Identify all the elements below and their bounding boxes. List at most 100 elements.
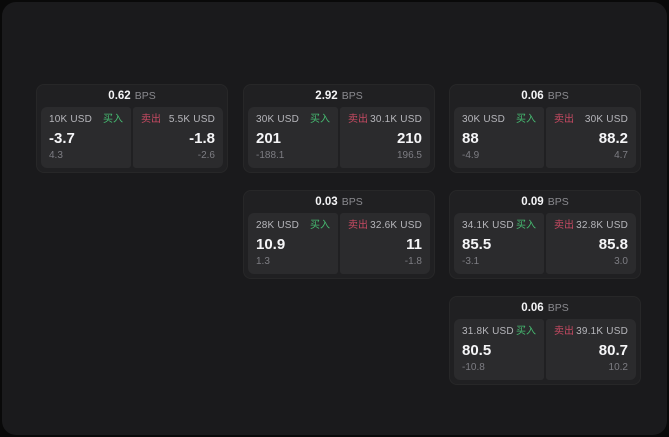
sell-panel-top: 卖出 32.6K USD [348,220,422,232]
sell-price: 11 [406,235,422,253]
sell-size: 39.1K USD [576,326,628,337]
bps-unit-label: BPS [547,196,569,208]
buy-panel[interactable]: 10K USD 买入 -3.7 4.3 [41,107,131,168]
bps-value: 0.03 [315,196,338,208]
bps-value: 0.09 [521,196,544,208]
bps-value: 0.62 [108,90,131,102]
sell-price: 80.7 [598,341,628,359]
sell-panel-top: 卖出 30.1K USD [348,114,422,126]
buy-side-label: 买入 [310,114,330,125]
bps-unit-label: BPS [341,196,363,208]
bps-value: 2.92 [315,90,338,102]
buy-panel-top: 31.8K USD 买入 [462,326,536,338]
buy-price: 88 [462,129,479,147]
buy-panel-top: 30K USD 买入 [256,114,330,126]
buy-price: -3.7 [49,129,75,147]
buy-panel[interactable]: 34.1K USD 买入 85.5 -3.1 [454,213,544,274]
buy-size: 31.8K USD [462,326,514,337]
bps-value: 0.06 [521,302,544,314]
quote-panels: 30K USD 买入 88 -4.9 卖出 30K USD 88.2 4.7 [454,107,636,168]
buy-panel[interactable]: 30K USD 买入 201 -188.1 [248,107,338,168]
bps-unit-label: BPS [547,302,569,314]
quote-card: 0.09 BPS 34.1K USD 买入 85.5 -3.1 卖出 32.8K… [449,190,641,279]
quote-panels: 34.1K USD 买入 85.5 -3.1 卖出 32.8K USD 85.8… [454,213,636,274]
buy-delta: 1.3 [256,256,270,267]
bps-unit-label: BPS [341,90,363,102]
buy-delta: -10.8 [462,362,485,373]
buy-panel-top: 34.1K USD 买入 [462,220,536,232]
sell-side-label: 卖出 [348,114,368,125]
buy-delta: -4.9 [462,150,480,161]
sell-delta: 3.0 [614,256,628,267]
sell-side-label: 卖出 [141,114,161,125]
buy-side-label: 买入 [310,220,330,231]
buy-side-label: 买入 [516,220,536,231]
sell-delta: 196.5 [396,150,422,161]
sell-panel-top: 卖出 39.1K USD [554,326,628,338]
sell-size: 30.1K USD [370,114,422,125]
bps-unit-label: BPS [134,90,156,102]
bps-value: 0.06 [521,90,544,102]
card-header: 0.06 BPS [454,85,636,107]
sell-price: -1.8 [189,129,215,147]
buy-size: 34.1K USD [462,220,514,231]
buy-panel[interactable]: 31.8K USD 买入 80.5 -10.8 [454,319,544,380]
quote-card: 0.06 BPS 31.8K USD 买入 80.5 -10.8 卖出 39.1… [449,296,641,385]
buy-panel-top: 28K USD 买入 [256,220,330,232]
buy-side-label: 买入 [103,114,123,125]
sell-panel-top: 卖出 32.8K USD [554,220,628,232]
sell-price: 88.2 [598,129,628,147]
buy-price: 85.5 [462,235,492,253]
buy-panel-top: 10K USD 买入 [49,114,123,126]
sell-panel[interactable]: 卖出 30K USD 88.2 4.7 [546,107,636,168]
buy-size: 28K USD [256,220,300,231]
card-header: 0.62 BPS [41,85,223,107]
buy-size: 30K USD [256,114,300,125]
card-header: 0.03 BPS [248,191,430,213]
sell-size: 32.8K USD [576,220,628,231]
sell-price: 210 [396,129,422,147]
buy-panel[interactable]: 30K USD 买入 88 -4.9 [454,107,544,168]
sell-side-label: 卖出 [348,220,368,231]
buy-panel[interactable]: 28K USD 买入 10.9 1.3 [248,213,338,274]
buy-price: 201 [256,129,282,147]
sell-side-label: 卖出 [554,326,574,337]
sell-panel[interactable]: 卖出 39.1K USD 80.7 10.2 [546,319,636,380]
quote-panels: 10K USD 买入 -3.7 4.3 卖出 5.5K USD -1.8 -2.… [41,107,223,168]
buy-delta: 4.3 [49,150,63,161]
sell-price: 85.8 [598,235,628,253]
sell-panel-top: 卖出 5.5K USD [141,114,215,126]
sell-side-label: 卖出 [554,114,574,125]
sell-size: 30K USD [584,114,628,125]
quote-panels: 31.8K USD 买入 80.5 -10.8 卖出 39.1K USD 80.… [454,319,636,380]
sell-delta: -2.6 [197,150,215,161]
buy-size: 10K USD [49,114,93,125]
sell-panel[interactable]: 卖出 5.5K USD -1.8 -2.6 [133,107,223,168]
card-header: 0.09 BPS [454,191,636,213]
quote-card: 0.06 BPS 30K USD 买入 88 -4.9 卖出 30K USD 8… [449,84,641,173]
sell-panel[interactable]: 卖出 32.8K USD 85.8 3.0 [546,213,636,274]
sell-size: 5.5K USD [168,114,215,125]
buy-panel-top: 30K USD 买入 [462,114,536,126]
card-header: 0.06 BPS [454,297,636,319]
sell-delta: 10.2 [608,362,628,373]
buy-price: 80.5 [462,341,492,359]
quote-card: 0.03 BPS 28K USD 买入 10.9 1.3 卖出 32.6K US… [243,190,435,279]
sell-side-label: 卖出 [554,220,574,231]
bps-unit-label: BPS [547,90,569,102]
card-header: 2.92 BPS [248,85,430,107]
sell-panel[interactable]: 卖出 30.1K USD 210 196.5 [340,107,430,168]
quote-card: 0.62 BPS 10K USD 买入 -3.7 4.3 卖出 5.5K USD… [36,84,228,173]
buy-size: 30K USD [462,114,506,125]
buy-side-label: 买入 [516,326,536,337]
sell-panel[interactable]: 卖出 32.6K USD 11 -1.8 [340,213,430,274]
buy-side-label: 买入 [516,114,536,125]
sell-delta: 4.7 [614,150,628,161]
sell-size: 32.6K USD [370,220,422,231]
sell-delta: -1.8 [404,256,422,267]
quote-card: 2.92 BPS 30K USD 买入 201 -188.1 卖出 30.1K … [243,84,435,173]
buy-price: 10.9 [256,235,286,253]
quote-panels: 30K USD 买入 201 -188.1 卖出 30.1K USD 210 1… [248,107,430,168]
quote-panels: 28K USD 买入 10.9 1.3 卖出 32.6K USD 11 -1.8 [248,213,430,274]
